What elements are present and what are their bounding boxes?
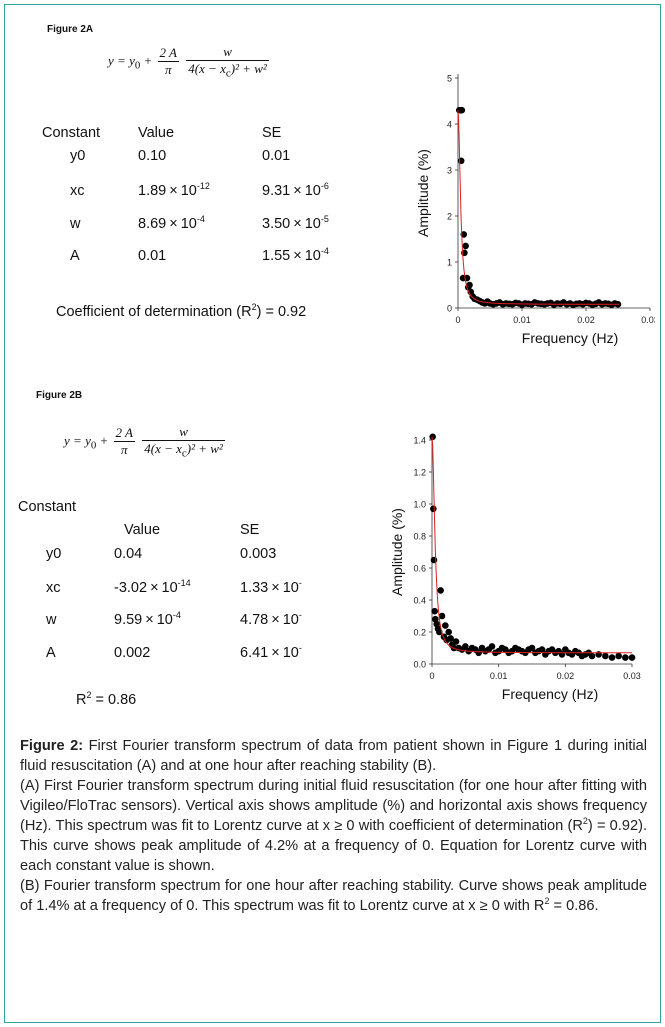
chart-2a: 0 1 2 3 4 5 0 0.01 0.02 0.03 Frequency (Hz) Amplitu…: [415, 74, 655, 347]
caption-paragraph: (B) Fourier transform spectrum for one h…: [20, 878, 647, 914]
y-tick-label: 0.2: [413, 628, 426, 638]
row-name: y0: [70, 148, 86, 164]
row-value: -3.02 × 10-14: [114, 578, 191, 596]
data-point: [538, 646, 546, 653]
data-point: [445, 628, 452, 636]
y-tick-label: 2: [447, 212, 452, 222]
row-value: 0.10: [138, 148, 167, 164]
row-se: 1.55 × 10-4: [262, 246, 329, 264]
row-se: 4.78 × 10-: [240, 610, 302, 628]
x-tick-label: 0.01: [490, 671, 508, 681]
data-point: [488, 643, 496, 650]
data-point: [452, 638, 460, 645]
data-point: [447, 635, 454, 642]
x-tick-label: 0: [455, 315, 460, 325]
data-point: [438, 612, 446, 620]
data-point: [528, 644, 536, 652]
col-value: Value: [138, 125, 175, 141]
row-name: y0: [46, 546, 62, 562]
x-tick-label: 0.03: [623, 671, 641, 681]
row-value: 0.04: [114, 546, 143, 562]
figure-2a-label: Figure 2A: [47, 24, 94, 35]
data-point: [628, 654, 636, 661]
col-se: SE: [262, 125, 282, 141]
col-constant: Constant: [18, 499, 77, 515]
data-point: [475, 649, 482, 657]
data-point: [430, 505, 437, 513]
y-tick-label: 0: [447, 304, 452, 314]
row-se: 0.01: [262, 148, 291, 164]
data-point: [602, 652, 609, 660]
row-name: w: [46, 612, 57, 628]
x-axis-label: Frequency (Hz): [502, 686, 598, 702]
row-value: 0.01: [138, 248, 167, 264]
y-axis-label: Amplitude (%): [415, 149, 431, 237]
y-tick-label: 0.4: [413, 596, 426, 606]
y-tick-label: 4: [447, 120, 452, 130]
data-point: [462, 242, 469, 250]
x-tick-label: 0.02: [577, 315, 595, 325]
row-name: xc: [46, 580, 61, 596]
y-tick-label: 1.4: [413, 436, 426, 446]
row-se: 1.33 × 10-: [240, 578, 302, 596]
x-tick-label: 0.02: [557, 671, 575, 681]
caption-figure-label: Figure 2:: [20, 738, 84, 754]
y-tick-label: 1.0: [413, 500, 426, 510]
y-axis-label: Amplitude (%): [389, 508, 405, 596]
data-point: [437, 587, 444, 594]
data-point: [442, 622, 449, 629]
data-point: [588, 652, 596, 660]
r2-2a: Coefficient of determination (R2) = 0.92: [56, 302, 307, 320]
data-point: [429, 433, 436, 441]
data-point: [458, 106, 466, 114]
fit-curve: [457, 110, 620, 305]
y-tick-label: 0.6: [413, 564, 426, 574]
row-name: A: [46, 645, 56, 661]
data-point: [457, 157, 465, 165]
x-axis-label: Frequency (Hz): [522, 330, 618, 346]
x-tick-label: 0.03: [641, 315, 655, 325]
col-value: Value: [124, 522, 161, 538]
data-point: [615, 652, 622, 660]
data-point: [622, 654, 629, 661]
row-name: xc: [70, 183, 85, 199]
row-se: 0.003: [240, 546, 277, 562]
y-tick-label: 0.8: [413, 532, 426, 542]
r2-2b: R2 = 0.86: [76, 690, 137, 708]
figure-2b-label: Figure 2B: [36, 390, 83, 401]
y-tick-label: 3: [447, 166, 452, 176]
data-point: [608, 654, 616, 661]
figure-caption: Figure 2: First Fourier transform spectr…: [20, 736, 647, 916]
row-name: w: [70, 216, 81, 232]
data-point: [466, 281, 473, 289]
data-point: [430, 556, 438, 564]
row-value: 0.002: [114, 645, 151, 661]
col-se: SE: [240, 522, 260, 538]
x-tick-label: 0: [429, 671, 434, 681]
row-se: 9.31 × 10-6: [262, 181, 329, 199]
row-value: 9.59 × 10-4: [114, 610, 181, 628]
x-tick-label: 0.01: [513, 315, 531, 325]
y-tick-label: 1.2: [413, 468, 426, 478]
figure-frame: [4, 4, 661, 1023]
chart-2b: 0.0 0.2 0.4 0.6 0.8 1.0 1.2 1.4 0 0.01 0.02 0.03 Fre…: [389, 433, 641, 702]
data-point: [595, 651, 602, 658]
y-tick-label: 0.0: [413, 660, 426, 670]
caption-paragraph: (A) First Fourier transform spectrum dur…: [20, 778, 647, 874]
col-constant: Constant: [42, 125, 101, 141]
y-tick-label: 1: [447, 258, 452, 268]
data-point: [462, 643, 469, 650]
row-value: 1.89 × 10-12: [138, 181, 210, 199]
fit-curve: [431, 436, 632, 654]
data-point: [431, 607, 438, 615]
row-name: A: [70, 248, 80, 264]
row-se: 6.41 × 10-: [240, 643, 302, 661]
caption-paragraph: Figure 2: First Fourier transform spectr…: [20, 738, 648, 774]
row-value: 8.69 × 10-4: [138, 214, 205, 232]
y-tick-label: 5: [447, 74, 452, 84]
row-se: 3.50 × 10-5: [262, 214, 329, 232]
